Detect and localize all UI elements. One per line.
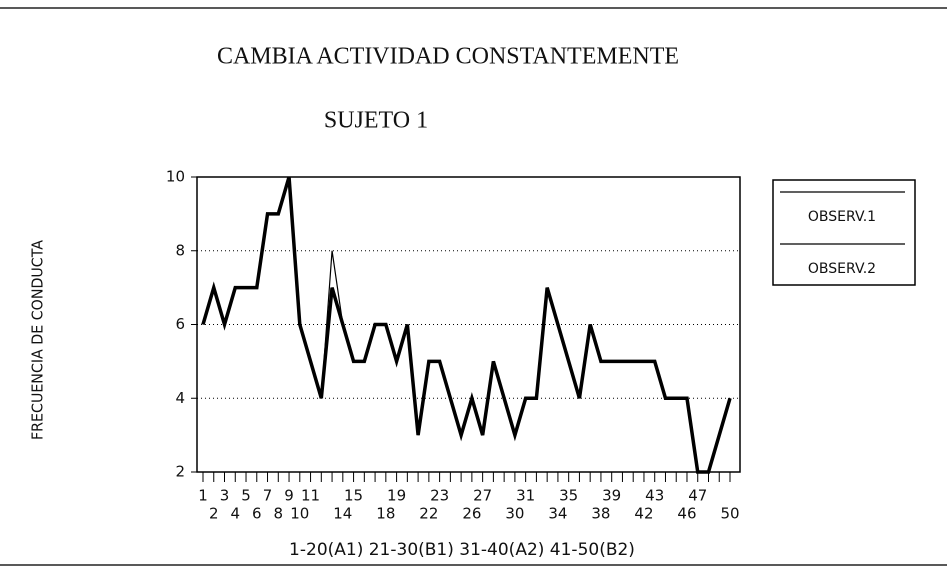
x-tick-label: 6 [252, 505, 262, 523]
x-tick-label: 9 [284, 487, 294, 505]
x-tick-label: 34 [548, 505, 567, 523]
chart-title: CAMBIA ACTIVIDAD CONSTANTEMENTE [217, 44, 679, 70]
legend-box [772, 179, 916, 286]
y-tick-label: 6 [175, 315, 185, 333]
x-tick-label: 42 [634, 505, 653, 523]
x-tick-label: 8 [274, 505, 284, 523]
chart-subtitle: SUJETO 1 [324, 108, 428, 134]
x-tick-label: 23 [430, 487, 449, 505]
x-tick-label: 14 [333, 505, 352, 523]
y-tick-label: 2 [175, 463, 185, 481]
x-tick-label: 43 [645, 487, 664, 505]
x-tick-label: 38 [591, 505, 610, 523]
series-line [202, 176, 731, 473]
y-tick-label: 8 [175, 241, 185, 259]
legend-label: OBSERV.1 [808, 209, 876, 225]
x-tick-label: 3 [220, 487, 230, 505]
x-tick-label: 27 [473, 487, 492, 505]
x-tick-label: 11 [301, 487, 320, 505]
x-tick-label: 1 [198, 487, 208, 505]
x-tick-label: 5 [241, 487, 251, 505]
y-tick-label: 4 [175, 389, 185, 407]
x-tick-label: 19 [387, 487, 406, 505]
x-tick-label: 4 [230, 505, 240, 523]
legend-label: OBSERV.2 [808, 261, 876, 277]
x-tick-label: 2 [209, 505, 219, 523]
x-tick-label: 39 [602, 487, 621, 505]
x-axis-label: 1-20(A1) 21-30(B1) 31-40(A2) 41-50(B2) [289, 540, 635, 560]
x-tick-label: 30 [505, 505, 524, 523]
x-tick-label: 15 [344, 487, 363, 505]
x-tick-label: 35 [559, 487, 578, 505]
x-tick-label: 46 [677, 505, 696, 523]
y-tick-label: 10 [166, 168, 185, 186]
x-tick-label: 31 [516, 487, 535, 505]
plot-frame [196, 176, 741, 473]
x-tick-label: 7 [263, 487, 273, 505]
x-tick-label: 26 [462, 505, 481, 523]
series-line [201, 176, 732, 474]
x-tick-label: 22 [419, 505, 438, 523]
x-tick-label: 50 [720, 505, 739, 523]
x-tick-label: 10 [290, 505, 309, 523]
x-tick-label: 18 [376, 505, 395, 523]
x-tick-label: 47 [688, 487, 707, 505]
y-axis-label: FRECUENCIA DE CONDUCTA [29, 239, 47, 440]
